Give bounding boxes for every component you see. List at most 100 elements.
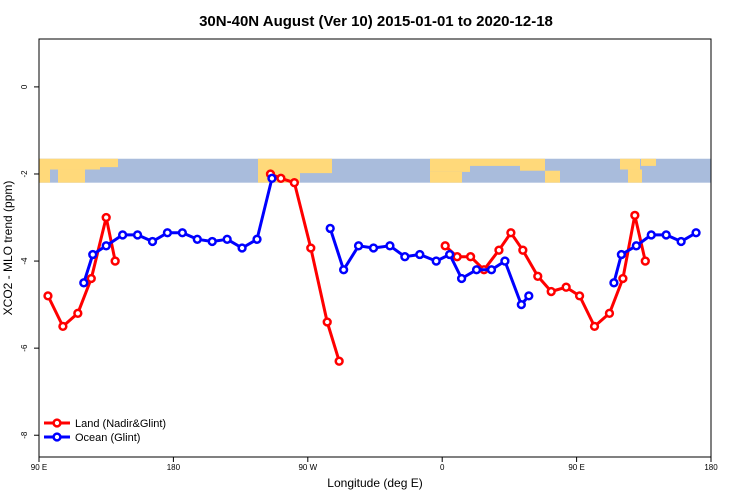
map-land — [628, 169, 642, 183]
data-point — [604, 308, 615, 318]
map-land — [430, 171, 462, 183]
map-land — [620, 158, 640, 170]
series-line — [328, 227, 530, 307]
data-point — [43, 291, 53, 301]
data-point — [630, 210, 640, 220]
data-point — [516, 299, 526, 310]
map-land — [520, 158, 545, 171]
y-tick-label: -6 — [20, 344, 29, 352]
data-point — [618, 273, 628, 284]
data-point — [222, 234, 232, 244]
map-land — [39, 158, 50, 183]
data-point — [465, 252, 476, 262]
data-point — [500, 256, 510, 266]
x-axis-label: Longitude (deg E) — [327, 476, 422, 490]
series-ocean — [79, 173, 701, 310]
data-point — [609, 278, 619, 288]
data-point — [440, 241, 450, 251]
map-land — [300, 158, 332, 174]
legend-marker — [52, 432, 62, 442]
data-point — [452, 252, 462, 262]
data-point — [338, 265, 349, 275]
data-point — [353, 241, 364, 251]
x-tick-label: 90 E — [31, 463, 47, 472]
data-point — [456, 273, 467, 284]
legend-label: Ocean (Glint) — [75, 432, 140, 444]
data-point — [546, 286, 556, 297]
map-land — [470, 158, 520, 166]
data-point — [110, 256, 120, 266]
data-point — [276, 173, 286, 183]
data-point — [289, 178, 300, 188]
data-point — [207, 236, 217, 247]
data-point — [79, 278, 89, 288]
data-point — [533, 271, 543, 281]
x-tick-label: 90 E — [568, 463, 584, 472]
series-line — [46, 216, 117, 328]
data-point — [147, 236, 158, 247]
series-layer — [43, 169, 701, 366]
data-point — [368, 243, 379, 253]
data-point — [506, 228, 516, 238]
data-point — [676, 236, 686, 247]
data-point — [117, 230, 128, 240]
data-point — [237, 243, 247, 253]
chart-title: 30N-40N August (Ver 10) 2015-01-01 to 20… — [199, 13, 553, 30]
series-line — [269, 172, 341, 362]
data-point — [524, 291, 534, 301]
x-axis: 90 E 180 90 W 0 90 E 180 — [31, 457, 718, 472]
data-point — [101, 241, 111, 251]
data-point — [177, 228, 188, 238]
map-land — [58, 169, 85, 183]
data-point — [646, 230, 656, 240]
data-point — [325, 223, 335, 234]
data-point — [561, 282, 571, 292]
data-point — [574, 291, 585, 301]
map-land — [100, 158, 118, 168]
data-point — [322, 317, 332, 327]
data-point — [631, 241, 641, 251]
x-tick-label: 90 W — [298, 463, 317, 472]
y-tick-label: -8 — [20, 431, 29, 439]
data-point — [334, 356, 344, 366]
plot-frame — [38, 38, 712, 458]
y-axis-label: XCO2 - MLO trend (ppm) — [1, 181, 15, 316]
data-point — [88, 249, 98, 260]
data-point — [58, 321, 68, 332]
map-land — [430, 158, 470, 172]
data-point — [400, 252, 410, 262]
data-point — [132, 230, 143, 240]
data-point — [192, 234, 202, 244]
map-land — [545, 170, 560, 183]
data-point — [415, 249, 425, 260]
y-tick-label: -4 — [20, 257, 29, 265]
legend: Land (Nadir&Glint) Ocean (Glint) — [44, 418, 166, 444]
x-tick-label: 180 — [704, 463, 718, 472]
map-ocean — [39, 158, 711, 183]
series-line — [444, 213, 647, 328]
data-point — [640, 256, 650, 266]
y-axis: -8 -6 -4 -2 0 — [20, 84, 39, 439]
data-point — [252, 234, 262, 244]
data-point — [385, 241, 395, 251]
data-point — [691, 228, 701, 238]
data-point — [494, 245, 504, 255]
data-point — [162, 228, 173, 238]
y-tick-label: -2 — [20, 170, 29, 178]
data-point — [471, 265, 482, 275]
legend-label: Land (Nadir&Glint) — [75, 418, 166, 430]
data-point — [73, 308, 83, 318]
x-tick-label: 180 — [167, 463, 181, 472]
data-point — [445, 249, 455, 260]
data-point — [486, 265, 497, 275]
x-tick-label: 0 — [440, 463, 445, 472]
data-point — [101, 212, 111, 223]
data-point — [616, 249, 627, 260]
legend-marker — [52, 418, 62, 428]
data-point — [86, 273, 96, 284]
y-tick-label: 0 — [20, 84, 29, 89]
map-land — [50, 158, 100, 170]
data-point — [518, 245, 528, 255]
data-point — [589, 321, 600, 332]
